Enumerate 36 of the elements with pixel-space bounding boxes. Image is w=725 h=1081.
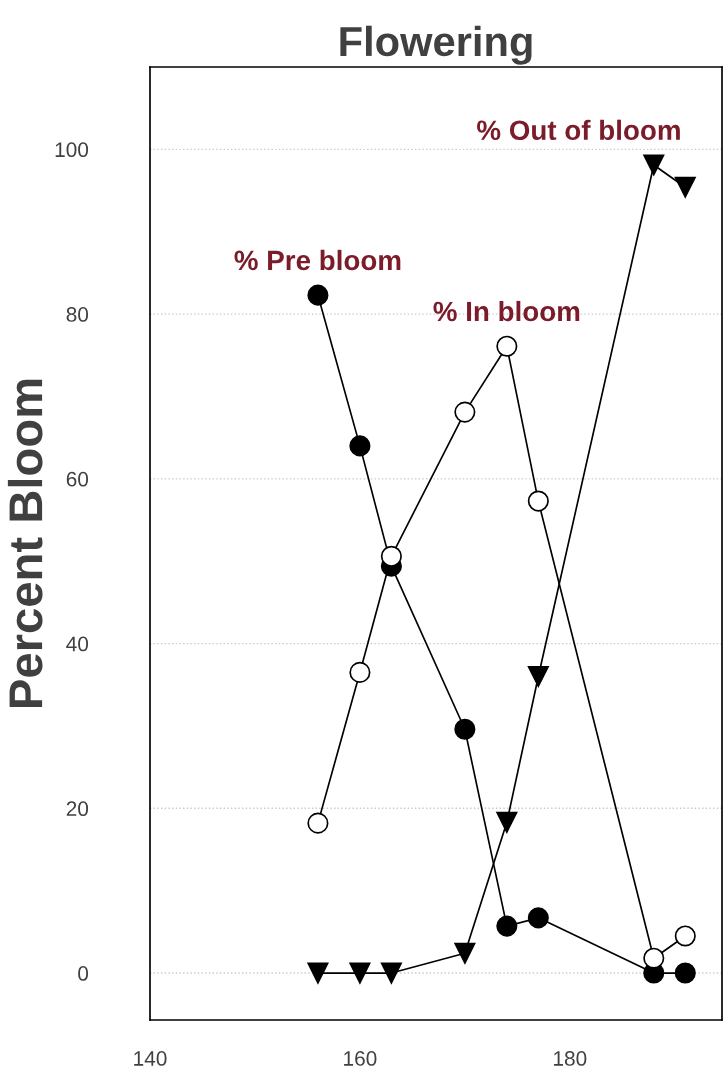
- y-tick-label: 40: [66, 636, 89, 652]
- point: [527, 907, 549, 929]
- point: [643, 947, 665, 969]
- point: [307, 284, 329, 306]
- point: [496, 811, 518, 833]
- point: [643, 154, 665, 176]
- y-tick-label: 20: [66, 801, 89, 817]
- point: [349, 661, 371, 683]
- series-label: % Pre bloom: [234, 249, 401, 271]
- point: [454, 718, 476, 740]
- series-label: % Out of bloom: [477, 119, 680, 141]
- point: [380, 545, 402, 567]
- x-tick-label: 140: [134, 1051, 167, 1066]
- y-tick-label: 100: [55, 142, 89, 158]
- point: [307, 812, 329, 834]
- point: [307, 962, 329, 984]
- x-tick-label: 160: [344, 1051, 377, 1066]
- point: [349, 435, 371, 457]
- x-tick-label: 180: [554, 1051, 587, 1066]
- point: [674, 176, 696, 198]
- y-tick-label: 80: [66, 307, 89, 322]
- point: [527, 490, 549, 512]
- y-tick-label: 60: [66, 471, 89, 487]
- point: [674, 962, 696, 984]
- point: [380, 962, 402, 984]
- point: [454, 942, 476, 964]
- y-axis-title: Percent Bloom: [7, 379, 43, 707]
- point: [349, 962, 371, 984]
- point: [496, 335, 518, 357]
- chart-title: Flowering: [340, 25, 532, 65]
- point: [527, 665, 549, 688]
- point: [454, 401, 476, 423]
- y-tick-label: 0: [78, 966, 89, 981]
- point: [674, 925, 696, 947]
- series-label: % In bloom: [433, 300, 580, 322]
- point: [496, 915, 518, 937]
